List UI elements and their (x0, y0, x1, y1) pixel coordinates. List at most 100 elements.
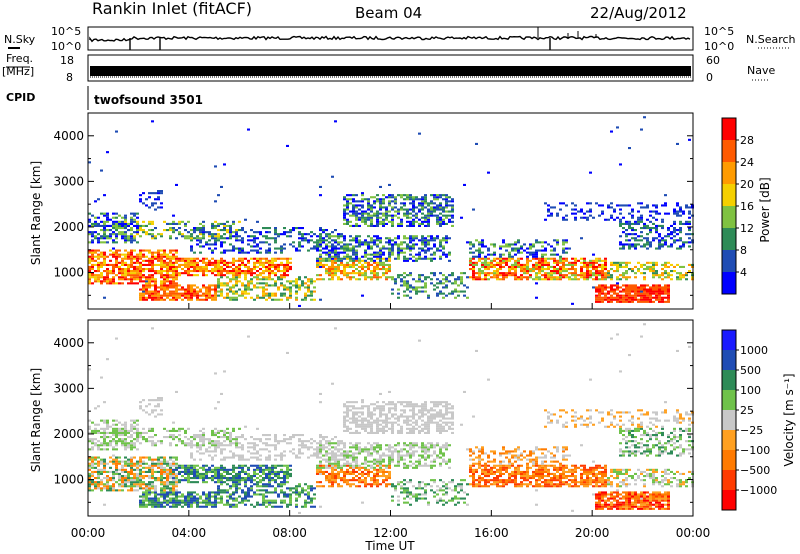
velocity-cell (280, 505, 283, 508)
power-cell (109, 263, 112, 266)
power-cell (685, 272, 688, 275)
power-cell (640, 202, 643, 205)
power-cell (409, 296, 412, 299)
power-cell (196, 294, 199, 297)
velocity-cell (103, 442, 106, 445)
power-cell (496, 278, 499, 281)
power-cell (163, 265, 166, 268)
velocity-cell (151, 440, 154, 443)
power-cell (205, 261, 208, 264)
velocity-cell (181, 466, 184, 469)
power-cell (355, 251, 358, 254)
power-cell (184, 224, 187, 227)
power-cell (628, 261, 631, 264)
power-cell (349, 265, 352, 268)
velocity-cell (124, 470, 127, 473)
power-cell (163, 280, 166, 283)
power-cell (139, 253, 142, 256)
power-cell (667, 296, 670, 299)
power-cell (103, 296, 106, 299)
power-cell (421, 198, 424, 201)
power-cell (646, 243, 649, 246)
power-cell (373, 200, 376, 203)
power-cell (427, 235, 430, 238)
power-cell (574, 263, 577, 266)
power-cell (652, 261, 655, 264)
power-cell (346, 261, 349, 264)
power-cell (88, 161, 91, 164)
power-cell (544, 263, 547, 266)
power-cell (628, 300, 631, 303)
velocity-cell (118, 434, 121, 437)
cpid-value: twofsound 3501 (94, 93, 203, 107)
power-cell (379, 261, 382, 264)
power-cell (145, 288, 148, 291)
power-cell (175, 284, 178, 287)
velocity-cell (241, 468, 244, 471)
velocity-cell (232, 479, 235, 482)
velocity-cell (262, 493, 265, 496)
power-cell (505, 261, 508, 264)
velocity-cell (193, 444, 196, 447)
velocity-cell (157, 460, 160, 463)
power-cell (163, 251, 166, 254)
power-cell (139, 298, 142, 301)
power-cell (349, 239, 352, 242)
power-cell (283, 263, 286, 266)
power-cell (214, 268, 217, 271)
velocity-cell (151, 503, 154, 506)
velocity-cell (160, 491, 163, 494)
power-cell (673, 210, 676, 213)
velocity-cell (157, 399, 160, 402)
velocity-cell (217, 466, 220, 469)
power-cell (634, 290, 637, 293)
power-cell (517, 259, 520, 262)
power-cell (463, 294, 466, 297)
power-cell (259, 268, 262, 271)
power-cell (475, 239, 478, 242)
power-cell (262, 292, 265, 295)
power-cell (139, 280, 142, 283)
velocity-cell (262, 477, 265, 480)
power-cell (439, 255, 442, 258)
power-cell (412, 224, 415, 227)
power-cell (625, 222, 628, 225)
velocity-cell (163, 485, 166, 488)
velocity-cell (244, 499, 247, 502)
power-cell (115, 263, 118, 266)
velocity-cell (100, 460, 103, 463)
velocity-cell (100, 483, 103, 486)
power-cell (397, 288, 400, 291)
power-cell (373, 268, 376, 271)
velocity-cell (226, 472, 229, 475)
power-cell (280, 282, 283, 285)
power-cell (241, 247, 244, 250)
velocity-cell (100, 376, 103, 379)
power-cell (379, 208, 382, 211)
velocity-cell (223, 456, 226, 459)
velocity-cell (172, 477, 175, 480)
power-cell (136, 268, 139, 271)
power-cell (283, 276, 286, 279)
power-cell (352, 239, 355, 242)
velocity-cell (262, 442, 265, 445)
power-cell (421, 286, 424, 289)
power-cell (241, 259, 244, 262)
power-cell (499, 274, 502, 277)
power-cell (586, 263, 589, 266)
power-cell (409, 247, 412, 250)
power-cell (472, 245, 475, 248)
power-cell (445, 241, 448, 244)
velocity-cell (226, 499, 229, 502)
power-cell (154, 237, 157, 240)
power-cell (340, 241, 343, 244)
power-cell (424, 202, 427, 205)
power-cell (154, 192, 157, 195)
velocity-cell (154, 477, 157, 480)
power-cell (286, 263, 289, 266)
power-cell (148, 284, 151, 287)
power-cell (457, 276, 460, 279)
velocity-cell (193, 501, 196, 504)
velocity-cell (226, 491, 229, 494)
power-cell (421, 212, 424, 215)
